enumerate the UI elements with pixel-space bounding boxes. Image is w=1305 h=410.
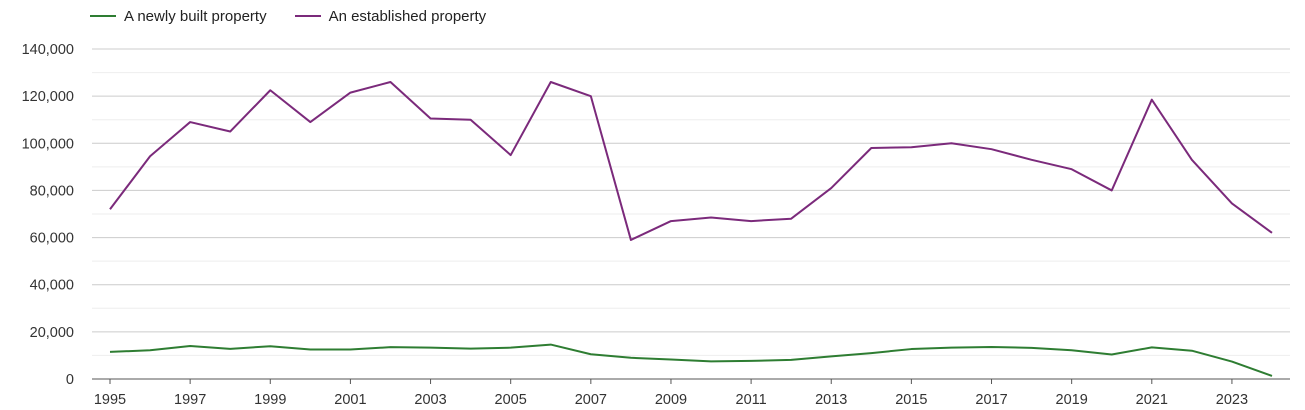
data-point-series-0[interactable] bbox=[629, 356, 633, 360]
grid-lines bbox=[92, 48, 1290, 380]
series-line-1[interactable] bbox=[109, 81, 1273, 241]
data-point-series-1[interactable] bbox=[348, 91, 352, 95]
x-tick-label: 2023 bbox=[1216, 392, 1248, 408]
x-tick-label: 2005 bbox=[495, 392, 527, 408]
data-point-series-0[interactable] bbox=[1230, 360, 1234, 364]
data-point-series-0[interactable] bbox=[749, 359, 753, 363]
data-point-series-0[interactable] bbox=[108, 350, 112, 354]
legend-label-established: An established property bbox=[328, 7, 487, 25]
data-point-series-0[interactable] bbox=[348, 348, 352, 352]
y-tick-label: 60,000 bbox=[30, 231, 74, 247]
data-point-series-1[interactable] bbox=[669, 219, 673, 223]
legend-item-newly-built[interactable]: A newly built property bbox=[90, 8, 267, 25]
data-point-series-1[interactable] bbox=[909, 145, 913, 149]
data-point-series-1[interactable] bbox=[388, 80, 392, 84]
data-point-series-0[interactable] bbox=[469, 347, 473, 351]
data-point-series-1[interactable] bbox=[869, 146, 873, 150]
data-point-series-1[interactable] bbox=[589, 94, 593, 98]
x-tick-label: 2003 bbox=[414, 392, 446, 408]
x-tick-label: 2019 bbox=[1056, 392, 1088, 408]
legend-label-newly-built: A newly built property bbox=[124, 7, 267, 25]
data-point-series-1[interactable] bbox=[1190, 158, 1194, 162]
data-point-series-1[interactable] bbox=[789, 217, 793, 221]
x-tick-label: 2009 bbox=[655, 392, 687, 408]
x-tick-label: 2013 bbox=[815, 392, 847, 408]
x-tick-label: 2021 bbox=[1136, 392, 1168, 408]
x-tick-label: 1995 bbox=[94, 392, 126, 408]
data-point-series-0[interactable] bbox=[509, 346, 513, 350]
y-tick-label: 100,000 bbox=[22, 136, 74, 152]
data-point-series-1[interactable] bbox=[148, 154, 152, 158]
data-point-series-1[interactable] bbox=[268, 88, 272, 92]
legend: A newly built property An established pr… bbox=[90, 5, 514, 27]
y-tick-label: 120,000 bbox=[22, 89, 74, 105]
x-tick-label: 2007 bbox=[575, 392, 607, 408]
data-point-series-1[interactable] bbox=[509, 153, 513, 157]
data-point-series-0[interactable] bbox=[829, 354, 833, 358]
data-point-series-1[interactable] bbox=[749, 219, 753, 223]
x-tick-label: 2001 bbox=[334, 392, 366, 408]
y-tick-label: 140,000 bbox=[22, 42, 74, 58]
x-tick-label: 1999 bbox=[254, 392, 286, 408]
data-point-series-1[interactable] bbox=[1150, 98, 1154, 102]
x-axis-tick-labels: 1995 1997 1999 2001 2003 2005 2007 2009 2011 2013… bbox=[94, 379, 1248, 408]
data-point-series-1[interactable] bbox=[429, 117, 433, 121]
data-point-series-0[interactable] bbox=[949, 346, 953, 350]
data-point-series-1[interactable] bbox=[188, 120, 192, 124]
data-point-series-0[interactable] bbox=[188, 344, 192, 348]
x-tick-label: 2017 bbox=[975, 392, 1007, 408]
data-point-series-1[interactable] bbox=[1230, 201, 1234, 205]
x-tick-label: 2015 bbox=[895, 392, 927, 408]
data-point-series-1[interactable] bbox=[709, 216, 713, 220]
x-tick-label: 2011 bbox=[736, 392, 767, 408]
legend-item-established[interactable]: An established property bbox=[294, 7, 487, 25]
y-tick-label: 80,000 bbox=[30, 183, 74, 199]
y-tick-label: 20,000 bbox=[30, 325, 74, 341]
data-point-series-0[interactable] bbox=[388, 345, 392, 349]
data-point-series-0[interactable] bbox=[1150, 345, 1154, 349]
data-point-series-0[interactable] bbox=[1030, 346, 1034, 350]
data-point-series-0[interactable] bbox=[1070, 348, 1074, 352]
data-point-series-1[interactable] bbox=[1030, 158, 1034, 162]
x-tick-label: 1997 bbox=[174, 392, 206, 408]
y-axis-tick-labels: 0 20,000 40,000 60,000 80,000 100,000 120,000 1… bbox=[22, 42, 74, 388]
data-point-series-1[interactable] bbox=[469, 118, 473, 122]
data-point-series-0[interactable] bbox=[148, 348, 152, 352]
y-tick-label: 0 bbox=[66, 372, 74, 388]
data-point-series-0[interactable] bbox=[789, 358, 793, 362]
data-point-series-1[interactable] bbox=[1070, 167, 1074, 171]
data-point-series-0[interactable] bbox=[669, 357, 673, 361]
series-lines bbox=[108, 80, 1274, 378]
data-point-series-0[interactable] bbox=[990, 345, 994, 349]
data-point-series-0[interactable] bbox=[308, 348, 312, 352]
series-line-0[interactable] bbox=[109, 343, 1273, 377]
data-point-series-0[interactable] bbox=[268, 344, 272, 348]
legend-swatch-established bbox=[294, 15, 321, 17]
data-point-series-1[interactable] bbox=[990, 147, 994, 151]
data-point-series-1[interactable] bbox=[949, 141, 953, 145]
data-point-series-0[interactable] bbox=[1110, 352, 1114, 356]
data-point-series-0[interactable] bbox=[1270, 374, 1274, 378]
data-point-series-1[interactable] bbox=[1110, 188, 1114, 192]
data-point-series-1[interactable] bbox=[629, 238, 633, 242]
data-point-series-1[interactable] bbox=[549, 80, 553, 84]
data-point-series-0[interactable] bbox=[549, 343, 553, 347]
data-point-series-1[interactable] bbox=[108, 207, 112, 211]
y-tick-label: 40,000 bbox=[30, 278, 74, 294]
data-point-series-1[interactable] bbox=[829, 186, 833, 190]
data-point-series-1[interactable] bbox=[1270, 231, 1274, 235]
data-point-series-0[interactable] bbox=[429, 346, 433, 350]
legend-swatch-newly-built bbox=[90, 15, 116, 17]
data-point-series-0[interactable] bbox=[589, 352, 593, 356]
data-point-series-0[interactable] bbox=[709, 359, 713, 363]
data-point-series-0[interactable] bbox=[869, 351, 873, 355]
data-point-series-0[interactable] bbox=[1190, 349, 1194, 353]
data-point-series-1[interactable] bbox=[308, 120, 312, 124]
data-point-series-0[interactable] bbox=[228, 347, 232, 351]
data-point-series-0[interactable] bbox=[909, 347, 913, 351]
data-point-series-1[interactable] bbox=[228, 130, 232, 134]
